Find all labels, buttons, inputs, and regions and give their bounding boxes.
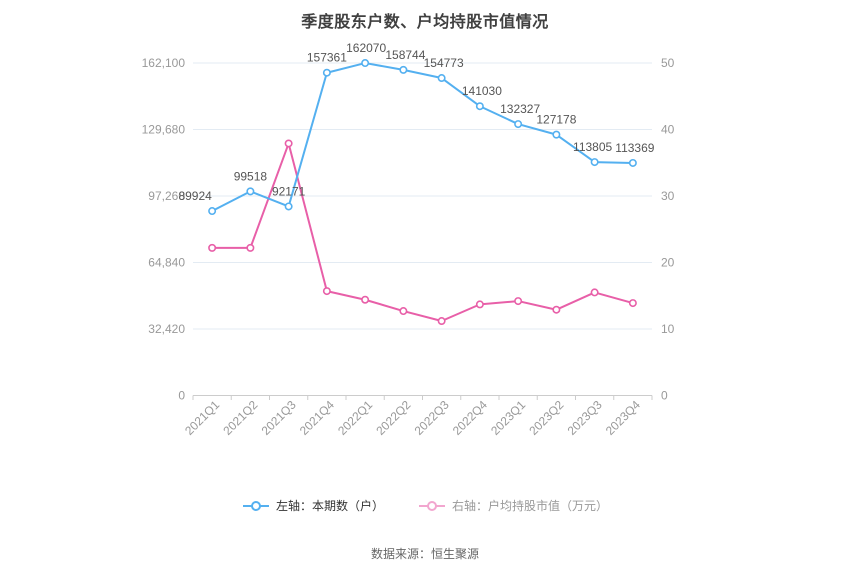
x-axis-label: 2021Q1 [182, 397, 222, 437]
market-value-point[interactable] [552, 305, 561, 314]
y-axis-label-right: 40 [661, 123, 675, 137]
data-label: 157361 [307, 51, 347, 65]
shareholder-count-point[interactable] [284, 202, 293, 211]
shareholder-count-point[interactable] [514, 120, 523, 129]
y-axis-label-right: 30 [661, 189, 675, 203]
line-marker-icon [242, 500, 269, 511]
x-axis-label: 2021Q4 [297, 397, 337, 437]
data-label: 141030 [462, 84, 502, 98]
market-value-point[interactable] [246, 243, 255, 252]
y-axis-label-right: 20 [661, 256, 675, 270]
quarterly-shareholder-chart: 0 32,420 64,840 97,260 129,680 162,100 0 10 20 30… [142, 41, 675, 438]
x-axis-label: 2023Q3 [565, 397, 605, 437]
x-axis-label: 2022Q1 [335, 397, 375, 437]
market-value-point[interactable] [475, 300, 484, 309]
shareholder-count-point[interactable] [399, 65, 408, 74]
y-axis-label-right: 50 [661, 56, 675, 70]
market-value-point[interactable] [208, 243, 217, 252]
shareholder-count-point[interactable] [590, 158, 599, 167]
x-axis-label: 2022Q3 [412, 397, 452, 437]
y-axis-label-right: 0 [661, 389, 668, 403]
y-axis-label-left: 64,840 [148, 256, 185, 270]
y-axis-label-left: 32,420 [148, 322, 185, 336]
shareholder-count-point[interactable] [246, 187, 255, 196]
legend: 左轴：本期数（户） 右轴：户均持股市值（万元） [0, 497, 850, 514]
y-axis-label-right: 10 [661, 322, 675, 336]
x-axis-label: 2022Q2 [373, 397, 413, 437]
chart-title: 季度股东户数、户均持股市值情况 [301, 14, 549, 31]
market-value-point[interactable] [284, 139, 293, 148]
x-axis-label: 2023Q2 [526, 397, 566, 437]
shareholder-count-point[interactable] [322, 68, 331, 77]
data-label: 162070 [346, 41, 386, 55]
market-value-point[interactable] [437, 317, 446, 326]
market-value-point[interactable] [322, 287, 331, 296]
market-value-point[interactable] [361, 295, 370, 304]
market-value-point[interactable] [628, 299, 637, 308]
shareholder-count-point[interactable] [208, 207, 217, 216]
market-value-point[interactable] [590, 288, 599, 297]
shareholder-count-point[interactable] [475, 102, 484, 111]
market-value-point[interactable] [399, 307, 408, 316]
data-label: 127178 [536, 113, 576, 127]
y-axis-label-left: 129,680 [142, 123, 186, 137]
shareholder-count-point[interactable] [437, 74, 446, 83]
data-label: 99518 [234, 169, 268, 183]
line-marker-icon [419, 500, 445, 511]
legend-label-shareholder-count: 左轴：本期数（户） [275, 499, 384, 513]
data-label: 92171 [272, 184, 306, 198]
x-axis-label: 2021Q3 [259, 397, 299, 437]
x-axis-label: 2022Q4 [450, 397, 490, 437]
shareholder-count-point[interactable] [361, 59, 370, 68]
data-label: 158744 [385, 48, 425, 62]
shareholder-count-line [211, 62, 634, 213]
data-label: 132327 [500, 102, 540, 116]
x-axis-label: 2023Q4 [603, 397, 643, 437]
y-axis-label-left: 0 [178, 389, 185, 403]
shareholder-count-point[interactable] [628, 158, 637, 167]
data-label: 154773 [424, 56, 464, 70]
x-axis-label: 2023Q1 [488, 397, 528, 437]
y-axis-label-left: 97,260 [148, 189, 185, 203]
y-axis-label-left: 162,100 [142, 56, 186, 70]
legend-label-market-value-per-holder: 右轴：户均持股市值（万元） [452, 499, 609, 513]
legend-item-shareholder-count[interactable]: 左轴：本期数（户） [242, 497, 384, 514]
data-label: 113369 [615, 141, 654, 155]
x-axis-label: 2021Q2 [220, 397, 260, 437]
shareholder-count-point[interactable] [552, 130, 561, 139]
data-label: 113805 [573, 140, 612, 154]
data-source: 数据来源：恒生聚源 [370, 547, 479, 561]
legend-item-market-value-per-holder[interactable]: 右轴：户均持股市值（万元） [418, 497, 608, 514]
market-value-line [211, 142, 634, 323]
data-label: 89924 [178, 189, 212, 203]
market-value-point[interactable] [514, 297, 523, 306]
